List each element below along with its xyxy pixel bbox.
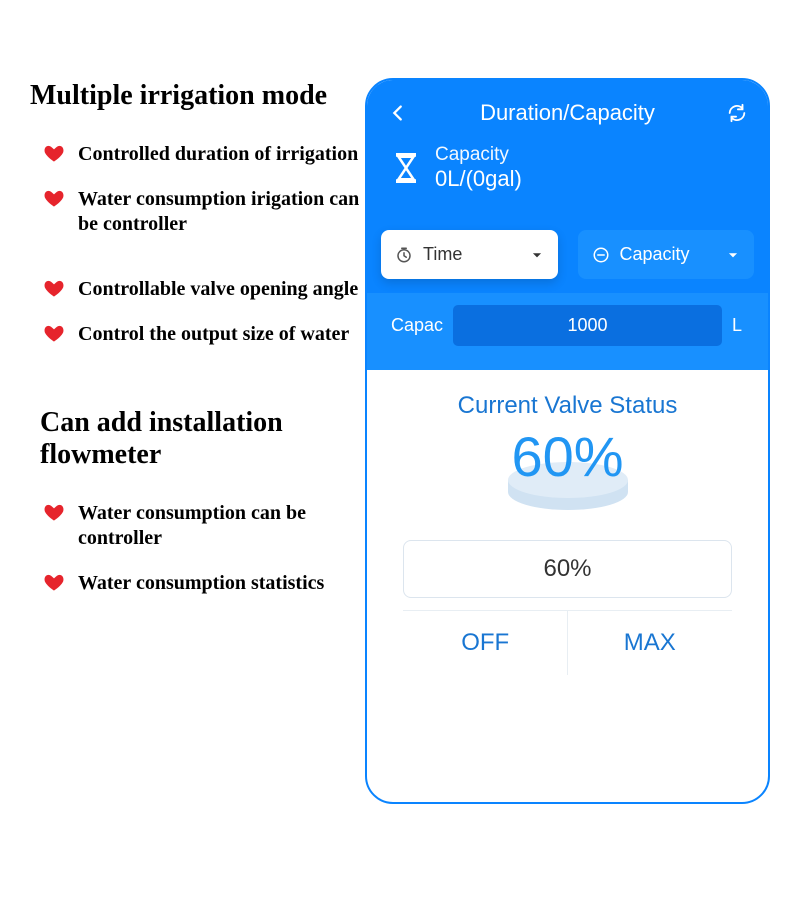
screen-title: Duration/Capacity [480, 100, 655, 126]
max-button[interactable]: MAX [567, 611, 732, 675]
capacity-summary: Capacity 0L/(0gal) [381, 140, 754, 192]
bullet-item: Water consumption can be controller [44, 501, 360, 551]
heart-icon [44, 324, 64, 344]
capacity-unit: L [732, 315, 750, 336]
tab-time-label: Time [423, 244, 462, 265]
valve-status-title: Current Valve Status [381, 392, 754, 420]
bullet-text: Control the output size of water [78, 322, 349, 347]
heart-icon [44, 189, 64, 209]
phone-nav: Duration/Capacity [381, 96, 754, 140]
capacity-icon [592, 246, 610, 264]
heart-icon [44, 573, 64, 593]
tab-area: Time Capacity Capac 1000 L [367, 210, 768, 370]
capacity-value: 0L/(0gal) [435, 166, 522, 192]
capacity-label: Capacity [435, 144, 522, 166]
capacity-text: Capacity 0L/(0gal) [435, 144, 522, 192]
tab-time[interactable]: Time [381, 230, 558, 279]
chevron-down-icon [530, 248, 544, 262]
capacity-input-label: Capac [391, 315, 443, 336]
off-button[interactable]: OFF [403, 611, 567, 675]
hourglass-icon [391, 150, 421, 186]
valve-slider-value[interactable]: 60% [403, 540, 731, 598]
bullet-item: Water consumption irigation can be contr… [44, 187, 360, 237]
section-title-1: Multiple irrigation mode [30, 80, 360, 112]
capacity-input[interactable]: 1000 [453, 305, 722, 346]
phone-header: Duration/Capacity Capacity 0L/(0gal) [367, 80, 768, 210]
section-title-2: Can add installation flowmeter [40, 407, 360, 471]
valve-status-section: Current Valve Status 60% 60% OFF MAX [367, 370, 768, 675]
bullet-text: Water consumption statistics [78, 571, 324, 596]
bullet-item: Water consumption statistics [44, 571, 360, 596]
bullet-group-3: Water consumption can be controller Wate… [44, 501, 360, 596]
chevron-down-icon [726, 248, 740, 262]
back-icon[interactable] [387, 102, 409, 124]
bullet-text: Water consumption can be controller [78, 501, 360, 551]
bullet-text: Controllable valve opening angle [78, 277, 358, 302]
bullet-group-1: Controlled duration of irrigation Water … [44, 142, 360, 237]
phone-screenshot: Duration/Capacity Capacity 0L/(0gal) [365, 78, 770, 804]
valve-buttons: OFF MAX [403, 610, 731, 675]
heart-icon [44, 279, 64, 299]
capacity-input-row: Capac 1000 L [367, 293, 768, 370]
valve-percent-big: 60% [381, 426, 754, 488]
bullet-item: Controllable valve opening angle [44, 277, 360, 302]
bullet-item: Controlled duration of irrigation [44, 142, 360, 167]
tabs: Time Capacity [367, 230, 768, 293]
bullet-text: Water consumption irigation can be contr… [78, 187, 360, 237]
tab-capacity[interactable]: Capacity [578, 230, 755, 279]
tab-capacity-label: Capacity [620, 244, 690, 265]
refresh-icon[interactable] [726, 102, 748, 124]
bullet-item: Control the output size of water [44, 322, 360, 347]
heart-icon [44, 503, 64, 523]
clock-icon [395, 246, 413, 264]
bullet-group-2: Controllable valve opening angle Control… [44, 277, 360, 347]
heart-icon [44, 144, 64, 164]
left-info-panel: Multiple irrigation mode Controlled dura… [30, 80, 360, 616]
bullet-text: Controlled duration of irrigation [78, 142, 358, 167]
